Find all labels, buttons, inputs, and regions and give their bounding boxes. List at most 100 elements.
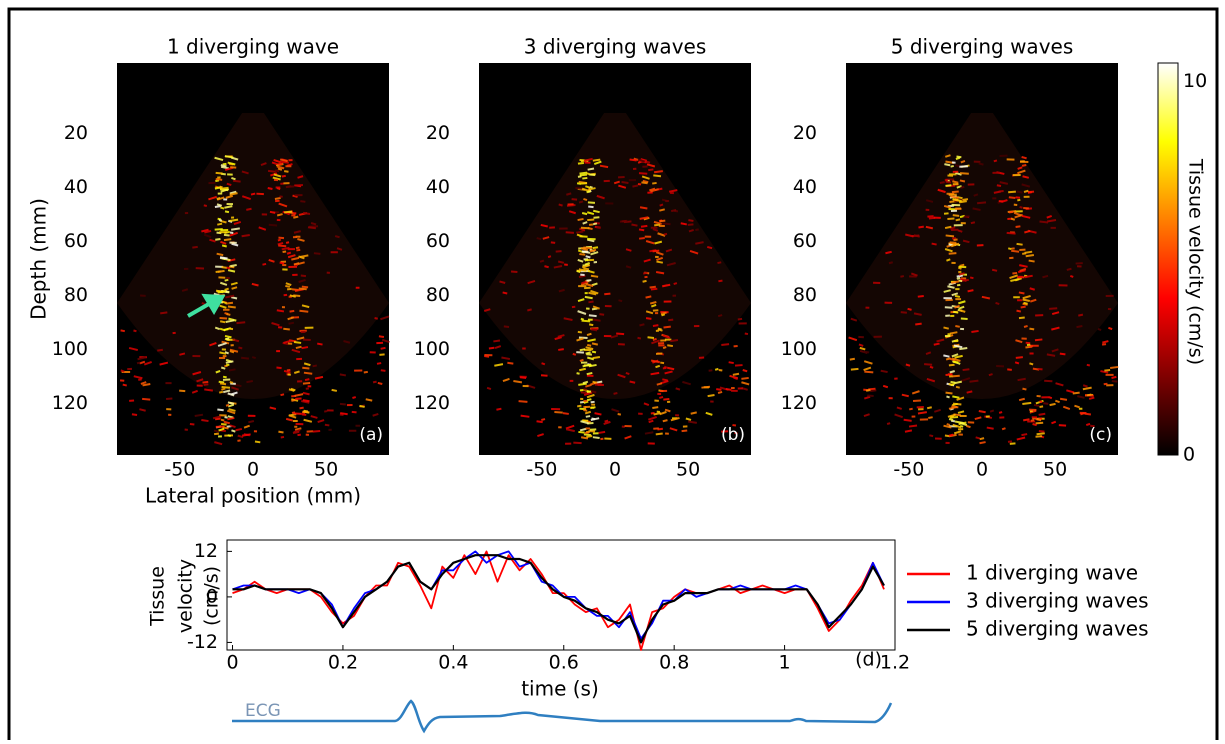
- speckle: [951, 353, 959, 358]
- speckle: [354, 369, 363, 372]
- speckle: [600, 437, 604, 441]
- speckle: [670, 416, 680, 422]
- speckle: [225, 294, 235, 299]
- speckle: [276, 350, 281, 353]
- speckle: [585, 415, 591, 418]
- speckle: [598, 430, 606, 434]
- speckle: [283, 182, 290, 185]
- speckle: [648, 419, 654, 424]
- speckle: [915, 322, 922, 326]
- speckle: [644, 235, 652, 238]
- speckle: [578, 430, 585, 434]
- speckle: [648, 415, 657, 421]
- speckle: [621, 425, 625, 428]
- speckle: [579, 388, 584, 392]
- speckle: [300, 330, 306, 334]
- speckle: [584, 292, 588, 295]
- speckle: [579, 427, 587, 432]
- speckle: [952, 214, 960, 217]
- speckle: [959, 309, 966, 313]
- speckle: [520, 414, 530, 418]
- speckle: [287, 342, 293, 345]
- speckle: [218, 356, 226, 360]
- panel-label: (a): [359, 425, 383, 445]
- speckle: [254, 440, 261, 444]
- speckle: [300, 274, 307, 278]
- speckle: [655, 251, 664, 256]
- speckle: [955, 288, 960, 291]
- speckle: [229, 381, 234, 384]
- speckle: [223, 308, 230, 311]
- speckle: [519, 376, 527, 379]
- speckle: [621, 219, 627, 223]
- speckle: [594, 382, 602, 386]
- speckle: [241, 170, 249, 175]
- speckle: [289, 309, 295, 313]
- speckle: [650, 226, 658, 229]
- speckle: [201, 302, 206, 305]
- speckle: [547, 255, 552, 259]
- speckle: [1020, 305, 1026, 309]
- speckle: [301, 346, 309, 350]
- speckle: [179, 389, 186, 393]
- speckle: [882, 384, 889, 389]
- speckle: [943, 297, 952, 300]
- speckle: [717, 390, 723, 394]
- velocity-image: [846, 63, 1119, 455]
- speckle: [928, 216, 936, 220]
- y-tick-label: 60: [793, 230, 817, 252]
- speckle: [267, 186, 273, 191]
- speckle: [592, 222, 598, 226]
- speckle: [954, 354, 963, 359]
- speckle: [653, 427, 659, 430]
- speckle: [580, 361, 588, 364]
- speckle: [289, 294, 296, 298]
- speckle: [369, 351, 376, 354]
- speckle: [947, 174, 954, 177]
- speckle: [554, 410, 563, 414]
- speckle: [1033, 403, 1040, 407]
- speckle: [588, 223, 594, 226]
- speckle: [646, 163, 656, 168]
- speckle: [219, 382, 227, 386]
- speckle: [221, 387, 226, 391]
- speckle: [974, 416, 982, 421]
- speckle: [286, 369, 291, 372]
- speckle: [659, 410, 667, 416]
- speckle: [217, 222, 223, 226]
- speckle: [299, 309, 309, 313]
- speckle: [949, 375, 953, 378]
- speckle: [281, 174, 286, 178]
- speckle: [251, 282, 259, 287]
- speckle: [1032, 423, 1037, 427]
- speckle: [220, 206, 225, 210]
- speckle: [297, 175, 304, 179]
- speckle: [212, 415, 222, 420]
- speckle: [913, 312, 922, 316]
- speckle: [959, 214, 966, 219]
- speckle: [218, 427, 225, 432]
- speckle: [663, 300, 672, 303]
- speckle: [731, 389, 738, 392]
- speckle: [269, 406, 277, 410]
- speckle: [225, 194, 234, 199]
- speckle: [298, 278, 306, 283]
- speckle: [184, 428, 188, 431]
- speckle: [1039, 400, 1043, 404]
- speckle: [604, 419, 609, 423]
- speckle: [583, 391, 593, 397]
- y-tick-label: 40: [64, 176, 88, 198]
- speckle: [617, 343, 625, 346]
- speckle: [122, 383, 128, 387]
- speckle: [229, 231, 234, 234]
- speckle: [967, 289, 974, 293]
- speckle: [260, 162, 267, 166]
- speckle: [1024, 274, 1033, 279]
- speckle: [270, 172, 278, 177]
- speckle: [657, 342, 665, 345]
- speckle: [1035, 314, 1044, 317]
- speckle: [934, 408, 941, 413]
- speckle: [540, 223, 548, 228]
- speckle: [880, 369, 888, 374]
- speckle: [586, 258, 595, 262]
